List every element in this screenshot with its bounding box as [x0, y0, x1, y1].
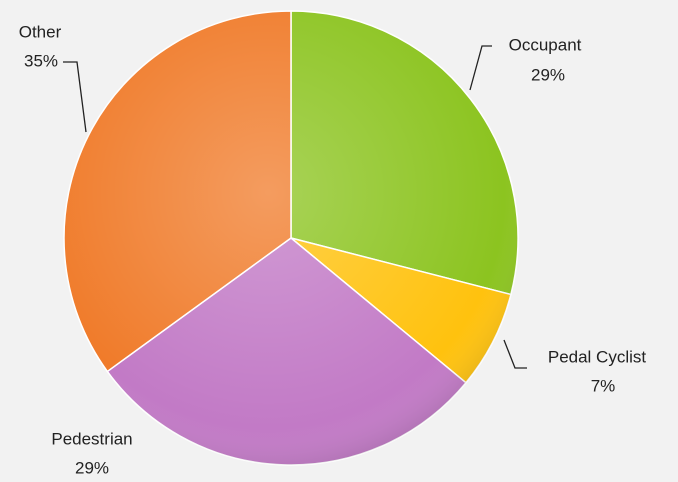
category-label: Occupant: [509, 35, 582, 54]
slices: [63, 10, 519, 466]
category-label: Other: [19, 22, 62, 41]
value-label: 29%: [531, 65, 565, 84]
leader-line: [469, 45, 492, 91]
category-label: Pedestrian: [51, 429, 132, 448]
category-label: Pedal Cyclist: [548, 347, 647, 366]
value-label: 29%: [75, 458, 109, 477]
value-label: 7%: [591, 376, 616, 395]
value-label: 35%: [24, 51, 58, 70]
leader-line: [63, 61, 87, 133]
leader-line: [503, 339, 527, 369]
